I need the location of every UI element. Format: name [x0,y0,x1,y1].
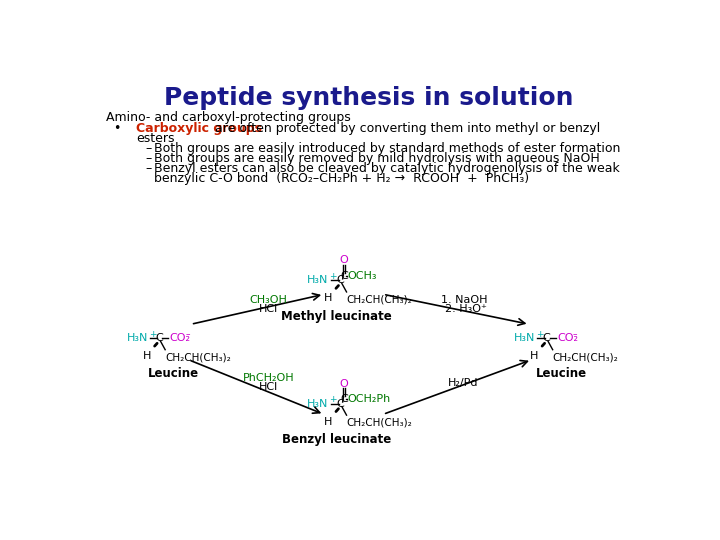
Text: HCl: HCl [259,382,278,392]
Text: HCl: HCl [258,304,278,314]
Text: –: – [145,152,152,165]
Text: +: + [330,272,337,281]
Text: O: O [340,379,348,389]
Text: H₃N: H₃N [127,333,148,343]
Text: H₃N: H₃N [514,333,536,343]
Text: H: H [324,294,333,303]
Text: •: • [113,122,121,135]
Text: +: + [330,395,337,404]
Text: 2. H₃O⁺: 2. H₃O⁺ [444,304,487,314]
Text: Benzyl esters can also be cleaved by catalytic hydrogenolysis of the weak: Benzyl esters can also be cleaved by cat… [153,162,619,175]
Text: benzylic C-O bond  (RCO₂–CH₂Ph + H₂ →  RCOOH  +  PhCH₃): benzylic C-O bond (RCO₂–CH₂Ph + H₂ → RCO… [153,172,528,185]
Text: –: – [185,330,190,339]
Text: –: – [145,142,152,155]
Text: Peptide synthesis in solution: Peptide synthesis in solution [164,86,574,110]
Text: Leucine: Leucine [148,367,199,380]
Text: +: + [536,330,544,339]
Text: H: H [324,417,333,427]
Text: C: C [336,399,344,409]
Text: +: + [149,330,156,339]
Text: CO₂: CO₂ [170,333,191,343]
Text: 1. NaOH: 1. NaOH [441,295,487,305]
Text: Both groups are easily removed by mild hydrolysis with aqueous NaOH: Both groups are easily removed by mild h… [153,152,599,165]
Text: H: H [531,351,539,361]
Text: CH₃OH: CH₃OH [249,295,287,305]
Text: Carboxylic groups: Carboxylic groups [137,122,263,135]
Text: CH₂CH(CH₃)₂: CH₂CH(CH₃)₂ [553,352,618,362]
Text: H₃N: H₃N [307,275,329,286]
Text: O: O [340,255,348,265]
Text: Leucine: Leucine [536,367,587,380]
Text: CO₂: CO₂ [557,333,578,343]
Text: Amino- and carboxyl-protecting groups: Amino- and carboxyl-protecting groups [106,111,350,124]
Text: esters: esters [137,132,175,145]
Text: Both groups are easily introduced by standard methods of ester formation: Both groups are easily introduced by sta… [153,142,620,155]
Text: PhCH₂OH: PhCH₂OH [243,373,294,383]
Text: C: C [155,333,163,343]
Text: H₂/Pd: H₂/Pd [449,378,479,388]
Text: OCH₂Ph: OCH₂Ph [347,394,390,404]
Text: Benzyl leucinate: Benzyl leucinate [282,433,391,446]
Text: CH₂CH(CH₃)₂: CH₂CH(CH₃)₂ [346,417,413,428]
Text: C: C [543,333,550,343]
Text: C: C [341,271,348,281]
Text: –: – [145,162,152,175]
Text: H₃N: H₃N [307,399,329,409]
Text: C: C [336,275,344,286]
Text: CH₂CH(CH₃)₂: CH₂CH(CH₃)₂ [165,352,231,362]
Text: Methyl leucinate: Methyl leucinate [281,309,392,323]
Text: are often protected by converting them into methyl or benzyl: are often protected by converting them i… [211,122,600,135]
Text: H: H [143,351,151,361]
Text: OCH₃: OCH₃ [347,271,377,281]
Text: –: – [573,330,577,339]
Text: C: C [341,394,348,404]
Text: CH₂CH(CH₃)₂: CH₂CH(CH₃)₂ [346,294,413,304]
